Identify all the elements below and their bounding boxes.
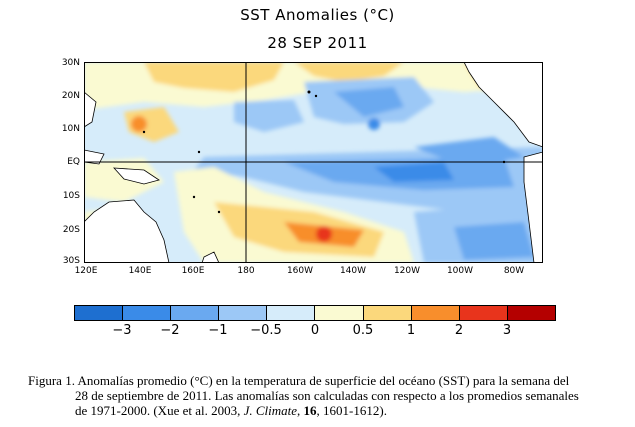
- caption-text: de 1971-2000. (Xue et al. 2003,: [75, 403, 244, 418]
- colorbar-label: −3: [112, 323, 132, 338]
- lat-label-30s: 30S: [62, 256, 80, 266]
- colorbar-label: 0.5: [352, 323, 374, 338]
- philippines-land: [84, 91, 97, 128]
- borneo-land: [84, 149, 105, 165]
- lat-label-10n: 10N: [61, 124, 80, 134]
- new-guinea-land: [113, 167, 160, 185]
- lon-label-100w: 100W: [446, 266, 474, 276]
- caption-volume: 16: [303, 403, 317, 418]
- lon-label-80w: 80W: [503, 266, 525, 276]
- sst-anomaly-map: [84, 62, 543, 263]
- caption-line-2: 28 de septiembre de 2011. Las anomalías …: [75, 388, 579, 403]
- colorbar-label: 0: [310, 323, 320, 338]
- caption-journal: J. Climate: [243, 403, 298, 418]
- colorbar-swatch: [363, 306, 412, 320]
- australia-land: [84, 199, 170, 263]
- caption-text: ,: [297, 403, 304, 418]
- figure-caption: Figura 1. Anomalías promedio (°C) en la …: [28, 373, 628, 418]
- lon-label-180: 180: [237, 266, 255, 276]
- colorbar-swatch: [507, 306, 555, 320]
- colorbar-swatch: [315, 306, 364, 320]
- new-zealand-land: [201, 251, 220, 263]
- map-frame: [84, 62, 543, 263]
- colorbar-swatch: [219, 306, 268, 320]
- colorbar-swatch: [75, 306, 124, 320]
- colorbar-swatch: [123, 306, 172, 320]
- lat-label-10s: 10S: [62, 191, 80, 201]
- colorbar-swatch: [171, 306, 220, 320]
- map-title: SST Anomalies (°C): [240, 6, 395, 24]
- colorbar: [74, 305, 556, 321]
- lon-label-140w: 140W: [339, 266, 367, 276]
- colorbar-label: −0.5: [250, 323, 282, 338]
- lon-label-160e: 160E: [181, 266, 205, 276]
- north-america-land: [463, 62, 543, 148]
- colorbar-label: 3: [502, 323, 512, 338]
- colorbar-swatch: [267, 306, 316, 320]
- lon-label-120w: 120W: [393, 266, 421, 276]
- colorbar-label: −1: [208, 323, 228, 338]
- lat-label-20s: 20S: [62, 225, 80, 235]
- lat-label-20n: 20N: [61, 91, 80, 101]
- colorbar-label: −2: [160, 323, 180, 338]
- colorbar-label: 2: [454, 323, 464, 338]
- lon-label-140e: 140E: [128, 266, 152, 276]
- colorbar-swatch: [411, 306, 460, 320]
- land-masses: [84, 62, 543, 263]
- lat-label-eq: EQ: [67, 157, 80, 167]
- south-america-land: [523, 151, 543, 263]
- caption-text: , 1601-1612).: [316, 403, 387, 418]
- lon-label-120e: 120E: [74, 266, 98, 276]
- caption-line-3: de 1971-2000. (Xue et al. 2003, J. Clima…: [28, 403, 628, 418]
- lat-label-30n: 30N: [61, 58, 80, 68]
- caption-line-1: Figura 1. Anomalías promedio (°C) en la …: [28, 373, 570, 388]
- colorbar-label: 1: [406, 323, 416, 338]
- lon-label-160w: 160W: [286, 266, 314, 276]
- colorbar-swatch: [459, 306, 508, 320]
- map-date: 28 SEP 2011: [267, 34, 368, 52]
